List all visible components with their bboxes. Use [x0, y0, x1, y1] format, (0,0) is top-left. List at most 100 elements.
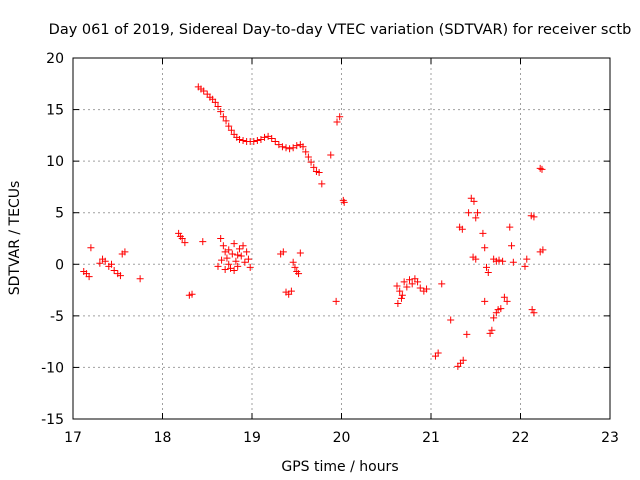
- data-point: [397, 294, 405, 302]
- gridlines: [73, 58, 610, 419]
- data-point: [246, 263, 254, 271]
- data-point: [214, 262, 222, 270]
- y-tick-labels: -15 -10 -5 0 5 10 15 20: [41, 51, 64, 428]
- data-point: [278, 143, 286, 151]
- y-tick-label: 10: [46, 154, 64, 170]
- y-tick-label: 5: [55, 206, 64, 222]
- data-point: [250, 138, 258, 146]
- data-point: [219, 113, 227, 121]
- data-point: [287, 287, 295, 295]
- data-point: [315, 168, 323, 176]
- data-point: [253, 137, 261, 145]
- data-point: [243, 248, 251, 256]
- data-point: [214, 102, 222, 110]
- data-point: [199, 238, 207, 246]
- data-point: [87, 244, 95, 252]
- data-point: [291, 263, 299, 271]
- data-point: [503, 297, 511, 305]
- x-tick-label: 17: [64, 430, 82, 446]
- y-tick-label: 0: [55, 257, 64, 273]
- data-point: [523, 255, 531, 263]
- x-tick-labels: 17 18 19 20 21 22 23: [64, 430, 619, 446]
- data-point: [459, 356, 467, 364]
- data-point: [188, 290, 196, 298]
- data-point: [295, 270, 303, 278]
- data-point: [235, 135, 243, 143]
- data-point: [96, 259, 104, 267]
- data-point: [241, 258, 249, 266]
- data-point: [271, 138, 279, 146]
- data-point: [230, 240, 238, 248]
- data-point: [107, 260, 115, 268]
- data-point: [218, 256, 226, 264]
- data-point: [538, 165, 546, 173]
- data-point: [403, 283, 411, 291]
- data-point: [336, 113, 344, 121]
- data-point: [221, 265, 229, 273]
- data-point: [223, 254, 231, 262]
- data-point: [261, 133, 269, 141]
- data-point: [484, 269, 492, 277]
- data-point: [472, 255, 480, 263]
- data-point: [293, 142, 301, 150]
- data-point: [414, 278, 422, 286]
- data-point: [423, 285, 431, 293]
- data-point: [282, 144, 290, 152]
- data-point: [400, 278, 408, 286]
- data-point: [302, 148, 310, 156]
- data-point: [279, 248, 287, 256]
- data-point: [394, 299, 402, 307]
- data-point: [221, 248, 229, 256]
- data-point: [506, 223, 514, 231]
- data-point: [217, 235, 225, 242]
- y-tick-label: -5: [50, 309, 64, 325]
- data-point: [481, 244, 489, 252]
- data-point: [234, 251, 242, 259]
- chart-title: Day 061 of 2019, Sidereal Day-to-day VTE…: [49, 22, 632, 38]
- data-point: [495, 256, 503, 264]
- data-point: [211, 98, 219, 106]
- data-point: [296, 249, 304, 257]
- data-point: [521, 262, 529, 270]
- data-point: [110, 266, 118, 274]
- data-point: [539, 246, 547, 254]
- data-point: [530, 309, 538, 317]
- data-point: [230, 266, 238, 274]
- data-point: [289, 258, 297, 266]
- data-point: [509, 258, 517, 266]
- data-point: [499, 257, 507, 265]
- data-point: [299, 143, 307, 151]
- data-point: [536, 164, 544, 172]
- data-point: [396, 287, 404, 295]
- data-point: [310, 163, 318, 171]
- data-point: [406, 276, 414, 284]
- data-point: [508, 242, 516, 250]
- data-point: [136, 275, 144, 283]
- data-point: [327, 151, 335, 159]
- data-point: [264, 132, 272, 140]
- data-point: [237, 252, 245, 260]
- data-point: [235, 245, 243, 253]
- data-point: [85, 273, 93, 281]
- data-point: [333, 118, 341, 126]
- data-point: [121, 248, 129, 256]
- data-point: [217, 108, 225, 116]
- data-point: [225, 260, 233, 268]
- data-point: [447, 316, 455, 324]
- data-point: [318, 180, 326, 188]
- y-tick-label: 15: [46, 103, 64, 119]
- data-point: [486, 329, 494, 337]
- data-point: [393, 282, 401, 290]
- data-point: [116, 272, 124, 280]
- tick-marks: [72, 57, 611, 420]
- data-point: [234, 262, 242, 270]
- data-point: [472, 214, 480, 222]
- x-tick-label: 18: [154, 430, 172, 446]
- data-point: [232, 257, 240, 265]
- data-point: [434, 349, 442, 357]
- y-axis-label: SDTVAR / TECUs: [7, 181, 23, 296]
- data-point: [488, 326, 496, 334]
- data-point: [482, 263, 490, 271]
- data-point: [304, 153, 312, 161]
